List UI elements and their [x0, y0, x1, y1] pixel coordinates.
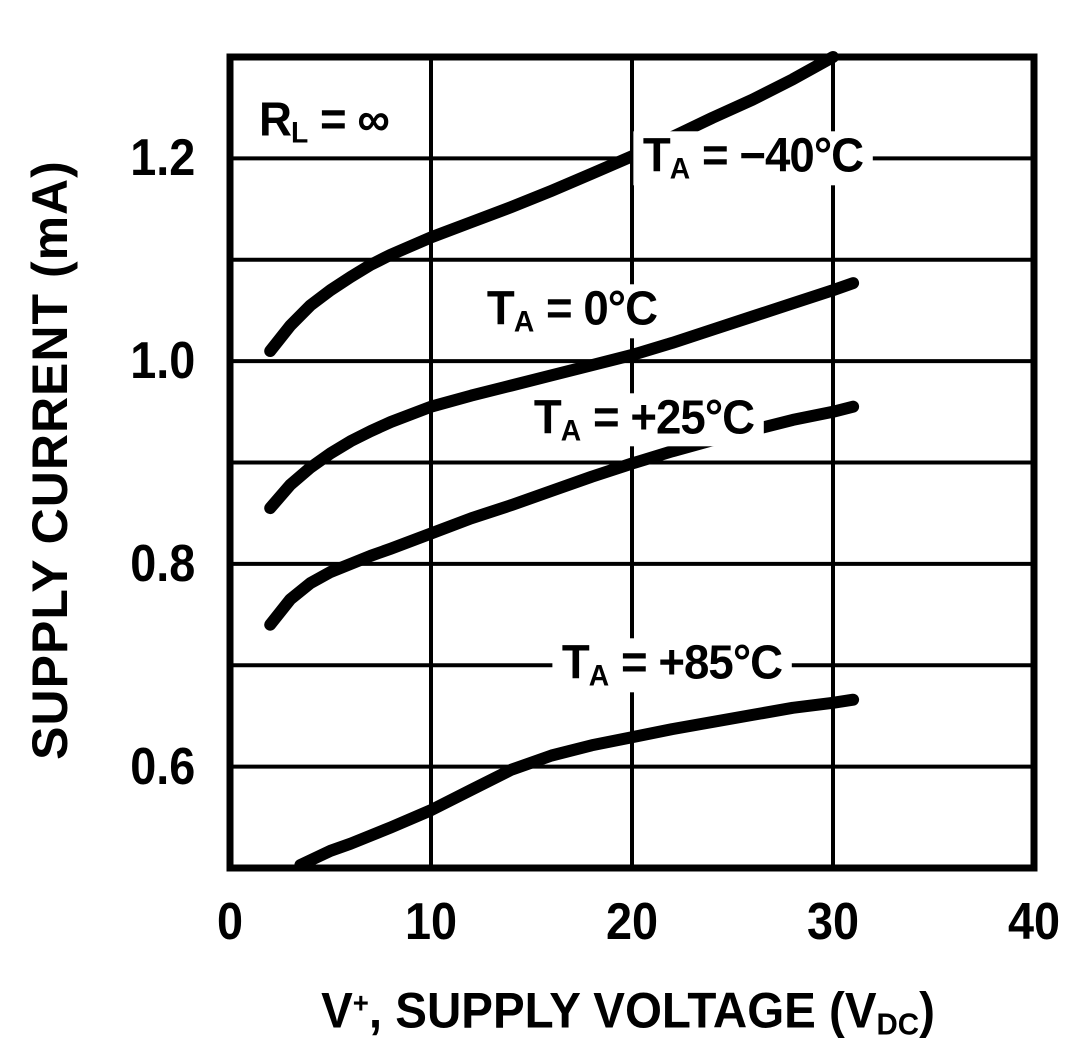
- x-tick-label-40: 40: [1007, 893, 1061, 951]
- load-resistance-annotation: RL = ∞: [251, 93, 398, 150]
- y-tick-label-0.6: 0.6: [129, 737, 195, 796]
- y-axis-title: SUPPLY CURRENT (mA): [22, 160, 78, 760]
- curve-label-0c: TA = 0°C: [477, 284, 667, 339]
- x-axis-title-mid: , SUPPLY VOLTAGE (V: [368, 982, 877, 1039]
- x-tick-label-10: 10: [404, 893, 458, 951]
- curve-label-minus-40c: TA = −40°C: [632, 131, 873, 186]
- annotation-value: = ∞: [308, 93, 390, 147]
- x-tick-label-20: 20: [605, 893, 659, 951]
- x-axis-title-v: V: [321, 982, 353, 1039]
- x-axis-title-dc-subscript: DC: [876, 1006, 920, 1042]
- y-tick-label-1.2: 1.2: [129, 129, 195, 188]
- x-axis-title-plus-superscript: +: [352, 987, 369, 1020]
- y-tick-label-0.8: 0.8: [129, 534, 195, 593]
- x-tick-label-30: 30: [806, 893, 860, 951]
- x-axis-title: V+, SUPPLY VOLTAGE (VDC): [321, 981, 935, 1042]
- curve-label-plus-85c: TA = +85°C: [552, 638, 792, 692]
- x-axis-title-close: ): [919, 982, 935, 1039]
- curve-label-plus-25c: TA = +25°C: [524, 393, 764, 447]
- curve-TA_-40C: [264, 51, 839, 357]
- x-tick-label-0: 0: [216, 893, 244, 951]
- curve-TA_+85C: [294, 693, 860, 871]
- plot-border: [226, 53, 1038, 872]
- curve-TA_0C: [264, 277, 860, 515]
- annotation-subscript: L: [291, 116, 309, 150]
- annotation-symbol: R: [259, 93, 292, 147]
- y-tick-label-1.0: 1.0: [129, 332, 195, 391]
